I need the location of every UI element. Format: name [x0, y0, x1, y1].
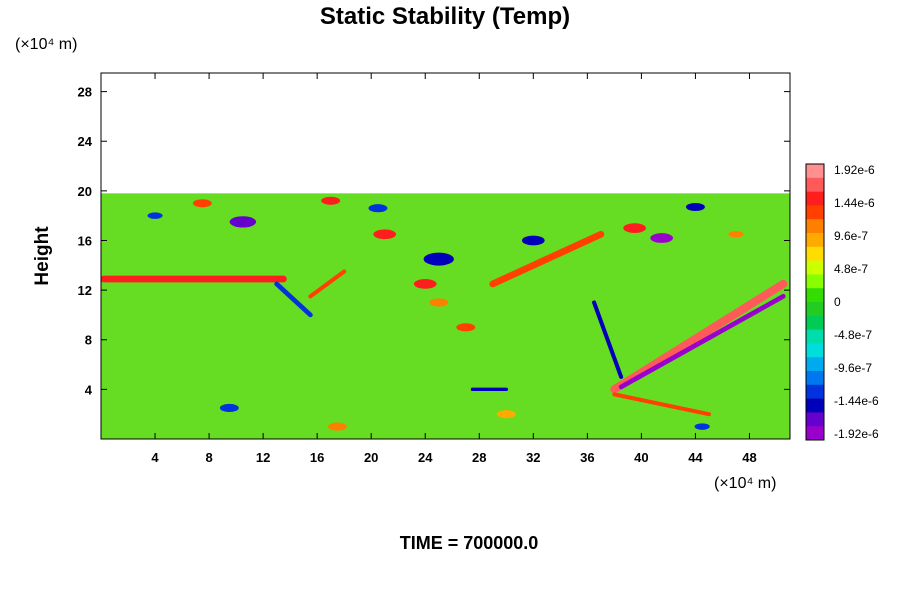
- field-band-6: [592, 300, 624, 379]
- field-blob-16: [456, 323, 476, 332]
- field-blob-26: [728, 231, 744, 238]
- y-tick-label: 24: [78, 134, 93, 149]
- chart-title: Static Stability (Temp): [320, 3, 570, 30]
- field-band-4: [274, 281, 313, 318]
- colorbar-segment: [806, 315, 824, 331]
- colorbar-segment: [806, 426, 824, 441]
- x-tick-label: 24: [418, 450, 433, 465]
- x-tick-label: 36: [580, 450, 594, 465]
- colorbar-segment: [806, 329, 824, 344]
- x-tick-label: 16: [310, 450, 324, 465]
- time-label: TIME = 700000.0: [400, 533, 539, 553]
- x-tick-label: 20: [364, 450, 378, 465]
- field-blob-23: [327, 422, 347, 431]
- y-tick-label: 8: [85, 333, 92, 348]
- stability-field: [101, 193, 790, 439]
- field-blob-25: [694, 423, 710, 430]
- x-unit-label: (×10⁴ m): [714, 475, 776, 492]
- colorbar-segment: [806, 398, 824, 413]
- colorbar-segment: [806, 233, 824, 248]
- colorbar-tick-label: 4.8e-7: [834, 262, 868, 276]
- x-tick-label: 48: [742, 450, 756, 465]
- x-tick-label: 32: [526, 450, 540, 465]
- colorbar-tick-label: -9.6e-7: [834, 361, 872, 375]
- y-tick-label: 16: [78, 233, 92, 248]
- plot-frame: [100, 72, 791, 440]
- field-blob-10: [373, 229, 397, 240]
- x-tick-label: 28: [472, 450, 486, 465]
- colorbar-segment: [806, 274, 824, 289]
- field-blob-27: [147, 212, 163, 219]
- colorbar-tick-label: -4.8e-7: [834, 328, 872, 342]
- colorbar-segment: [806, 288, 824, 303]
- colorbar-segment: [806, 164, 824, 179]
- colorbar-segment: [806, 343, 824, 358]
- x-axis: 4 8 12 16 20 24 28 32 36 40 44 48: [151, 73, 757, 465]
- colorbar-segment: [806, 260, 824, 275]
- field-blob-13: [521, 235, 545, 246]
- field-blob-22: [219, 403, 239, 413]
- y-tick-label: 28: [78, 85, 92, 100]
- colorbar-segment: [806, 302, 824, 317]
- colorbar-segment: [806, 357, 824, 372]
- field-blob-17: [429, 298, 449, 307]
- colorbar-segment: [806, 191, 824, 206]
- colorbar-frame: [805, 163, 825, 441]
- field-features: [101, 196, 788, 431]
- field-band-2: [610, 279, 788, 394]
- y-tick-label: 4: [85, 382, 93, 397]
- field-blob-24: [496, 410, 516, 419]
- x-tick-label: 8: [205, 450, 212, 465]
- colorbar-tick-label: 0: [834, 295, 841, 309]
- x-tick-label: 4: [151, 450, 159, 465]
- field-band-1: [489, 230, 605, 288]
- field-band-7: [612, 392, 711, 417]
- y-unit-label: (×10⁴ m): [15, 36, 77, 53]
- colorbar: 1.92e-6 1.44e-6 9.6e-7 4.8e-7 0 -4.8e-7 -9.6e-…: [805, 163, 879, 441]
- field-blob-21: [192, 199, 212, 208]
- field-blob-12: [413, 279, 437, 289]
- y-axis: 4 8 12 16 20 24 28: [78, 85, 790, 397]
- field-base: [101, 193, 790, 439]
- colorbar-tick-label: -1.92e-6: [834, 427, 879, 441]
- y-tick-label: 12: [78, 283, 92, 298]
- x-tick-label: 40: [634, 450, 648, 465]
- colorbar-tick-label: 9.6e-7: [834, 229, 868, 243]
- field-blob-9: [229, 216, 257, 228]
- colorbar-segment: [806, 205, 824, 220]
- field-blob-18: [368, 204, 388, 213]
- y-tick-label: 20: [78, 184, 92, 199]
- field-band-5: [308, 269, 347, 299]
- colorbar-tick-label: 1.92e-6: [834, 163, 875, 177]
- field-blob-19: [321, 196, 341, 205]
- colorbar-tick-label: 1.44e-6: [834, 196, 875, 210]
- field-band-3: [618, 293, 786, 390]
- colorbar-tick-label: -1.44e-6: [834, 394, 879, 408]
- field-blob-14: [623, 223, 646, 233]
- colorbar-segment: [806, 412, 824, 427]
- colorbar-segment: [806, 384, 824, 400]
- colorbar-segment: [806, 371, 824, 386]
- colorbar-segment: [806, 177, 824, 193]
- y-axis-label: Height: [32, 226, 53, 286]
- x-tick-label: 44: [688, 450, 703, 465]
- colorbar-segment: [806, 219, 824, 234]
- field-blob-15: [650, 233, 674, 243]
- field-blob-11: [423, 252, 454, 266]
- colorbar-segment: [806, 246, 824, 262]
- field-blob-20: [685, 202, 705, 212]
- x-tick-label: 12: [256, 450, 270, 465]
